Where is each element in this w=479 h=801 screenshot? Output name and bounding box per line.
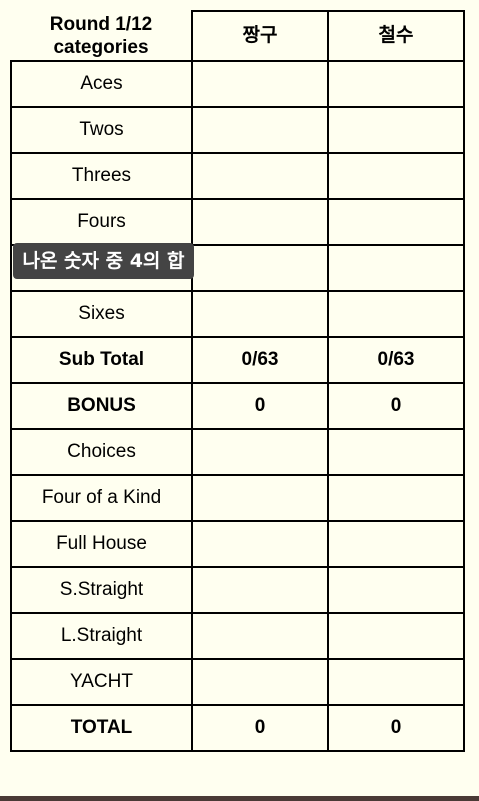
category-cell[interactable]: TOTAL (10, 704, 193, 752)
score-row: TOTAL 0 0 (10, 704, 465, 752)
category-cell[interactable]: Sixes (10, 290, 193, 338)
player2-score-cell[interactable] (327, 198, 465, 246)
player1-score-cell[interactable] (191, 474, 329, 522)
player2-score-cell[interactable] (327, 428, 465, 476)
score-row: Sub Total 0/63 0/63 (10, 336, 465, 384)
player1-score-cell[interactable] (191, 428, 329, 476)
player2-score-cell[interactable] (327, 520, 465, 568)
player2-score-cell[interactable] (327, 612, 465, 660)
category-cell[interactable]: BONUS (10, 382, 193, 430)
score-row: Threes (10, 152, 465, 200)
player1-score-cell[interactable] (191, 152, 329, 200)
score-row: L.Straight (10, 612, 465, 660)
category-cell[interactable]: S.Straight (10, 566, 193, 614)
player1-name: 짱구 (191, 10, 329, 62)
score-body: AcesTwosThreesFoursFivesSixesSub Total0/… (10, 60, 465, 752)
score-row: Sixes (10, 290, 465, 338)
score-row: Choices (10, 428, 465, 476)
category-cell[interactable]: Twos (10, 106, 193, 154)
player1-score-cell[interactable]: 0 (191, 704, 329, 752)
score-row: Fours (10, 198, 465, 246)
player2-score-cell[interactable]: 0 (327, 704, 465, 752)
categories-label: categories (53, 36, 149, 58)
category-cell[interactable]: Threes (10, 152, 193, 200)
player2-score-cell[interactable] (327, 658, 465, 706)
player2-score-cell[interactable] (327, 474, 465, 522)
category-cell[interactable]: YACHT (10, 658, 193, 706)
player2-score-cell[interactable] (327, 244, 465, 292)
player2-score-cell[interactable] (327, 106, 465, 154)
player2-score-cell[interactable] (327, 152, 465, 200)
category-cell[interactable]: Four of a Kind (10, 474, 193, 522)
player1-score-cell[interactable] (191, 60, 329, 108)
score-table: Round 1/12 categories 짱구 철수 Aces Twos Thre… (10, 10, 465, 752)
header-row: Round 1/12 categories 짱구 철수 (11, 10, 465, 62)
player1-score-cell[interactable]: 0 (191, 382, 329, 430)
player2-name: 철수 (327, 10, 465, 62)
category-cell[interactable]: Sub Total (10, 336, 193, 384)
player1-score-cell[interactable] (191, 566, 329, 614)
score-row: S.Straight (10, 566, 465, 614)
score-row: BONUS 0 0 (10, 382, 465, 430)
score-row: Full House (10, 520, 465, 568)
player2-score-cell[interactable] (327, 60, 465, 108)
player1-score-cell[interactable] (191, 520, 329, 568)
round-label: Round 1/12 (49, 13, 153, 35)
player2-score-cell[interactable]: 0 (327, 382, 465, 430)
player1-score-cell[interactable] (191, 106, 329, 154)
player1-score-cell[interactable] (191, 198, 329, 246)
player1-score-cell[interactable] (191, 612, 329, 660)
player1-score-cell[interactable] (191, 244, 329, 292)
category-cell[interactable]: Fours (10, 198, 193, 246)
score-row: Aces (10, 60, 465, 108)
category-cell[interactable]: Aces (10, 60, 193, 108)
player2-score-cell[interactable] (327, 566, 465, 614)
player1-score-cell[interactable] (191, 290, 329, 338)
category-cell[interactable]: Full House (10, 520, 193, 568)
score-row: YACHT (10, 658, 465, 706)
round-header: Round 1/12 categories (11, 11, 193, 62)
player1-score-cell[interactable] (191, 658, 329, 706)
category-tooltip: 나온 숫자 중 4의 합 (13, 243, 194, 279)
score-row: Twos (10, 106, 465, 154)
category-cell[interactable]: Choices (10, 428, 193, 476)
score-row: Four of a Kind (10, 474, 465, 522)
player2-score-cell[interactable]: 0/63 (327, 336, 465, 384)
player2-score-cell[interactable] (327, 290, 465, 338)
player1-score-cell[interactable]: 0/63 (191, 336, 329, 384)
category-cell[interactable]: L.Straight (10, 612, 193, 660)
